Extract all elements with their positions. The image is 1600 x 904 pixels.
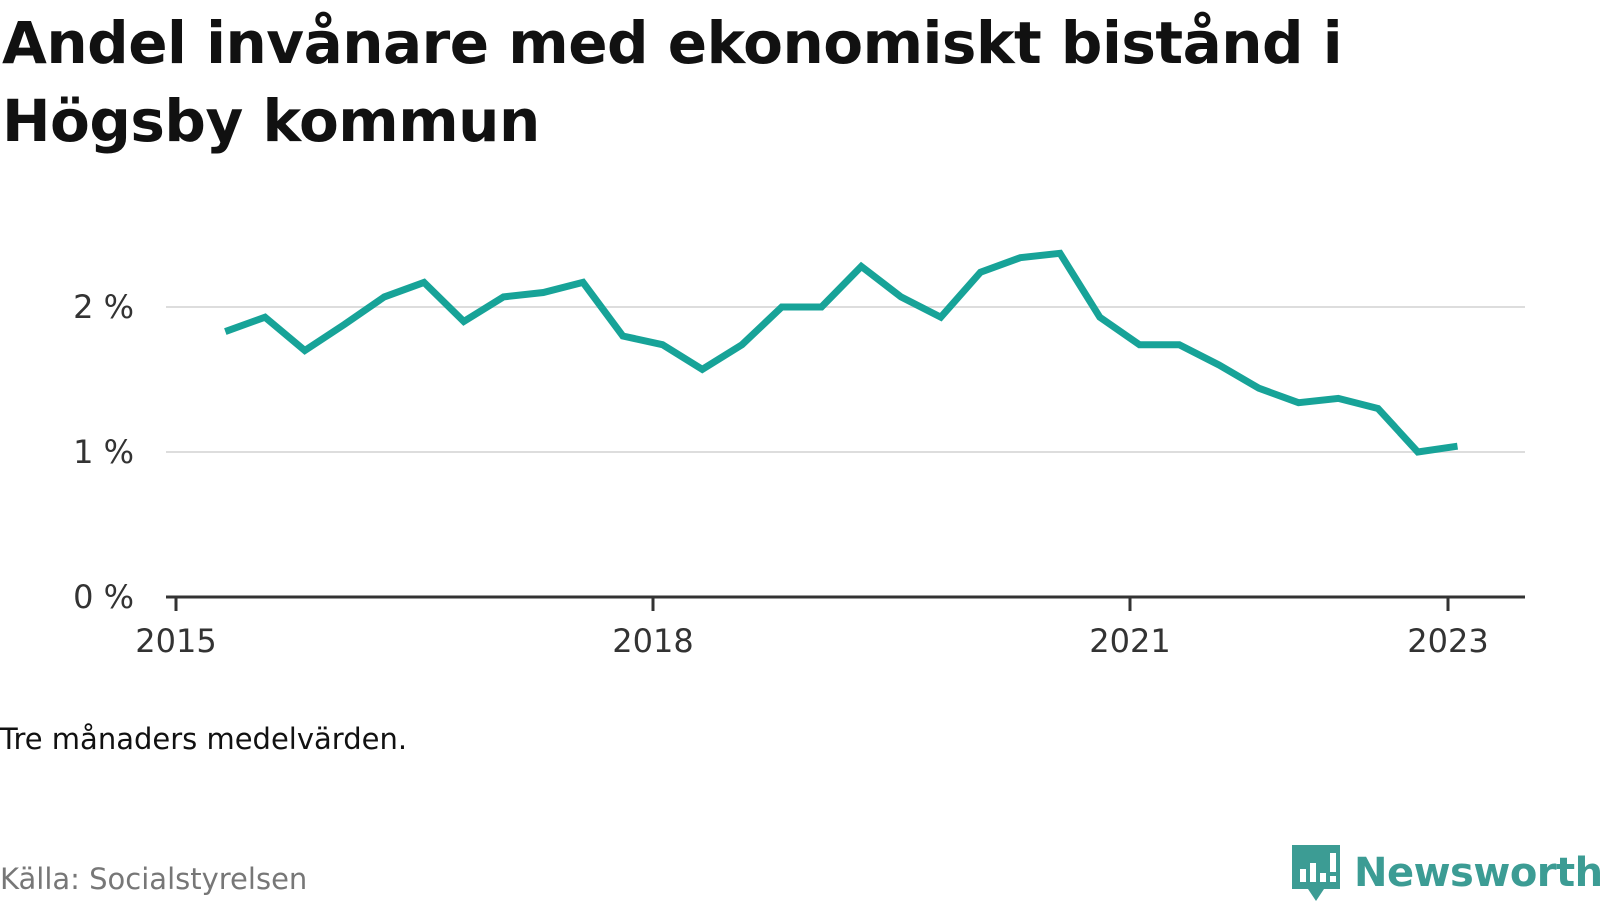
chart-note: Tre månaders medelvärden. [0, 722, 407, 756]
x-tick-label-2: 2021 [1089, 622, 1170, 660]
y-tick-label-1: 1 % [73, 433, 134, 471]
x-tick-label-3: 2023 [1407, 622, 1488, 660]
gridlines [166, 307, 1525, 452]
brand-name: Newsworthy [1354, 850, 1600, 896]
y-tick-label-0: 0 % [73, 578, 134, 616]
y-axis-ticks: 0 % 1 % 2 % [73, 288, 134, 616]
newsworthy-logo-icon [1290, 843, 1342, 903]
data-series [225, 253, 1457, 452]
x-axis-ticks: 2015 2018 2021 2023 [135, 597, 1488, 660]
x-tick-label-0: 2015 [135, 622, 216, 660]
y-tick-label-2: 2 % [73, 288, 134, 326]
source-credit: Källa: Socialstyrelsen [0, 862, 307, 896]
newsworthy-brand: Newsworthy [1290, 842, 1600, 904]
series-line-0 [225, 253, 1457, 452]
line-chart: 0 % 1 % 2 % 2015 2018 2021 2023 [0, 0, 1600, 700]
x-tick-label-1: 2018 [612, 622, 693, 660]
